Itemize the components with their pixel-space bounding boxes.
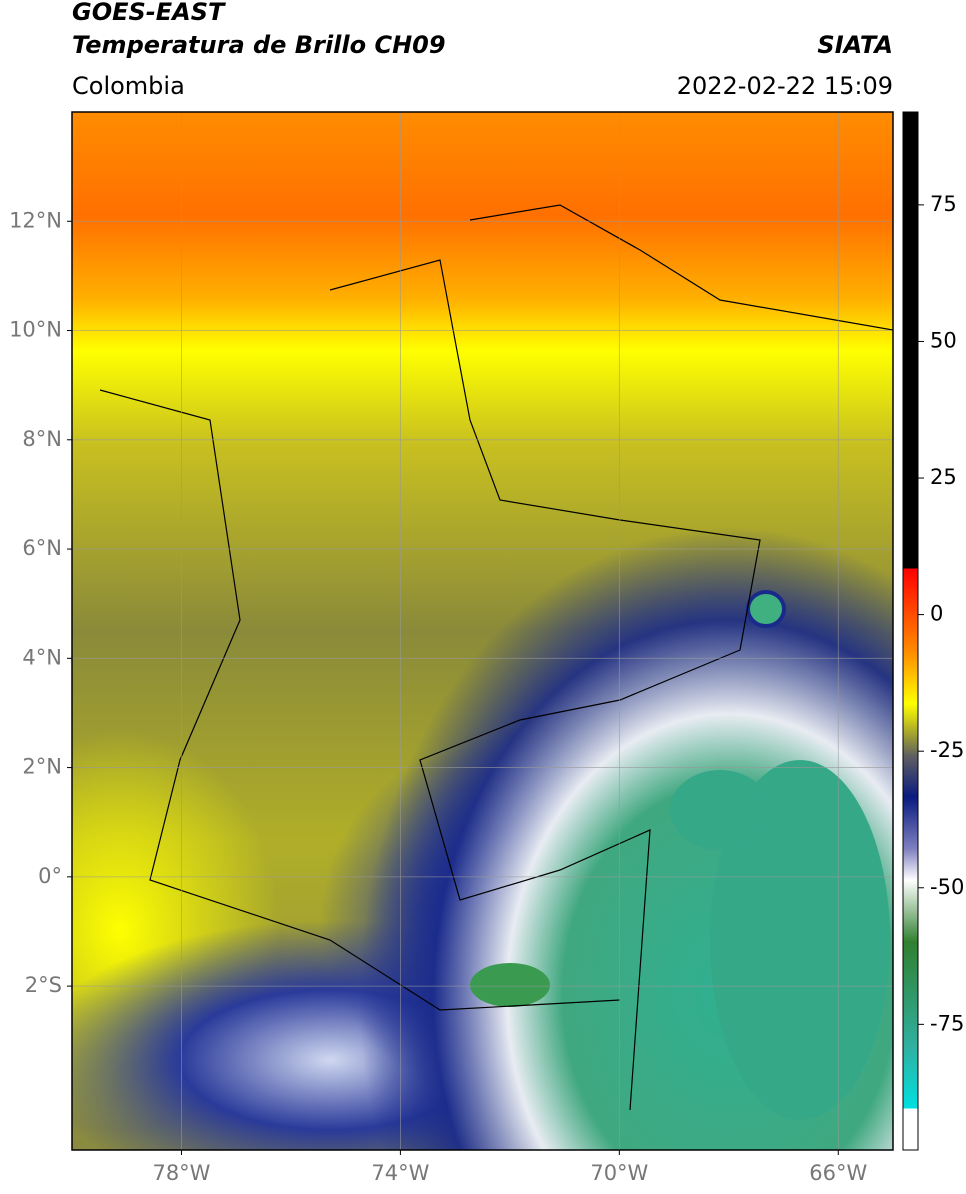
colorbar-tick-label: -75 — [930, 1011, 964, 1035]
map-frame — [71, 111, 894, 1151]
colorbar-tick-label: 0 — [930, 602, 943, 626]
lat-tick-label: 2°N — [22, 755, 62, 779]
source: SIATA — [817, 31, 893, 59]
lon-tick-label: 66°W — [809, 1161, 867, 1185]
lat-tick-label: 10°N — [9, 318, 62, 342]
lon-tick-label: 78°W — [152, 1161, 210, 1185]
satellite-image — [72, 112, 893, 1150]
colorbar-tick-label: -25 — [930, 738, 964, 762]
lat-tick-label: 4°N — [22, 645, 62, 669]
lon-tick-label: 74°W — [371, 1161, 429, 1185]
region: Colombia — [72, 72, 185, 100]
lat-tick-label: 0° — [38, 864, 62, 888]
lat-tick-label: 8°N — [22, 427, 62, 451]
colorbar-tick-label: -50 — [930, 875, 964, 899]
lat-tick-label: 2°S — [25, 973, 62, 997]
lat-tick-label: 6°N — [22, 536, 62, 560]
colorbar-tick-label: 25 — [930, 465, 957, 489]
satellite-title: GOES-EAST — [72, 0, 226, 26]
colorbar — [902, 111, 919, 1151]
grid — [72, 112, 893, 1150]
lon-tick-label: 70°W — [590, 1161, 648, 1185]
colorbar-tick-label: 75 — [930, 192, 957, 216]
lat-tick-label: 12°N — [9, 208, 62, 232]
colorbar-tick-label: 50 — [930, 328, 957, 352]
datetime: 2022-02-22 15:09 — [677, 72, 893, 100]
product-title: Temperatura de Brillo CH09 — [72, 31, 446, 59]
